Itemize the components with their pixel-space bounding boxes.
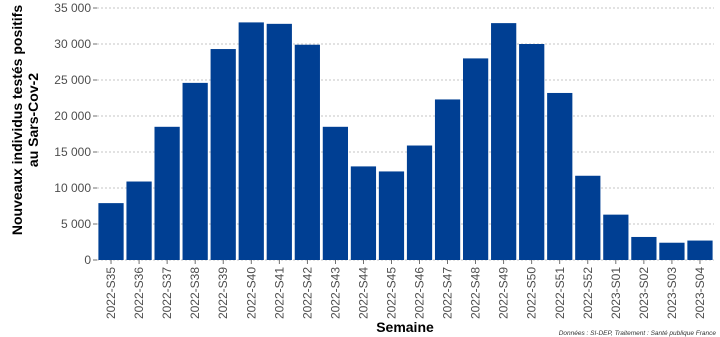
x-tick-label: 2023-S03 bbox=[665, 267, 679, 319]
y-tick-label: 30 000 bbox=[54, 37, 91, 51]
y-axis-ticks: 0 5 000 10 000 15 000 20 000 25 000 30 000 35 0… bbox=[54, 1, 97, 267]
x-tick-label: 2022-S47 bbox=[441, 267, 455, 319]
x-tick-label: 2022-S52 bbox=[581, 267, 595, 319]
bar bbox=[687, 240, 713, 260]
bar bbox=[126, 181, 152, 260]
y-tick-label: 20 000 bbox=[54, 109, 91, 123]
x-tick-label: 2022-S43 bbox=[328, 267, 342, 319]
bar bbox=[238, 22, 264, 261]
bar bbox=[266, 23, 292, 261]
x-tick-label: 2022-S45 bbox=[384, 267, 398, 319]
x-tick-label: 2022-S48 bbox=[469, 267, 483, 319]
bar bbox=[350, 166, 377, 260]
y-axis-title-line-2: au Sars-Cov-2 bbox=[25, 73, 41, 167]
y-tick-label: 35 000 bbox=[54, 1, 91, 15]
x-tick-label: 2022-S40 bbox=[244, 267, 258, 319]
x-tick-label: 2022-S50 bbox=[525, 267, 539, 319]
x-tick-label: 2022-S41 bbox=[272, 267, 286, 319]
y-axis-title-line-1: Nouveaux individus testés positifs bbox=[9, 5, 25, 235]
bar bbox=[659, 242, 685, 260]
y-tick-label: 5 000 bbox=[61, 217, 91, 231]
x-tick-label: 2022-S38 bbox=[188, 267, 202, 319]
bar bbox=[98, 203, 124, 260]
x-axis-ticks: 2022-S35 2022-S36 2022-S37 2022-S38 2022-S39… bbox=[104, 260, 707, 319]
x-tick-label: 2022-S42 bbox=[300, 267, 314, 319]
x-tick-label: 2022-S49 bbox=[497, 267, 511, 319]
x-tick-label: 2022-S36 bbox=[132, 267, 146, 319]
bar bbox=[322, 126, 349, 260]
x-tick-label: 2022-S35 bbox=[104, 267, 118, 319]
bar bbox=[294, 44, 320, 260]
bar bbox=[406, 145, 433, 260]
x-tick-label: 2023-S04 bbox=[693, 267, 707, 319]
x-tick-label: 2022-S39 bbox=[216, 267, 230, 319]
y-tick-label: 15 000 bbox=[54, 145, 91, 159]
source-caption: Données : SI-DEP, Traitement : Santé pub… bbox=[559, 330, 717, 337]
bar bbox=[434, 99, 461, 260]
bar bbox=[210, 49, 236, 260]
bar bbox=[154, 126, 180, 260]
x-tick-label: 2022-S51 bbox=[553, 267, 567, 319]
bar bbox=[491, 23, 517, 261]
bar bbox=[519, 44, 545, 260]
bar bbox=[631, 236, 657, 260]
gridlines bbox=[97, 7, 714, 261]
y-tick-label: 10 000 bbox=[54, 181, 91, 195]
x-tick-label: 2023-S02 bbox=[637, 267, 651, 319]
y-tick-label: 0 bbox=[84, 253, 91, 267]
bar bbox=[182, 82, 208, 260]
x-tick-label: 2022-S46 bbox=[413, 267, 427, 319]
bar bbox=[462, 58, 489, 261]
bars bbox=[98, 22, 713, 261]
x-tick-label: 2023-S01 bbox=[609, 267, 623, 319]
y-tick-label: 25 000 bbox=[54, 73, 91, 87]
x-axis-title: Semaine bbox=[376, 319, 434, 335]
bar bbox=[378, 171, 405, 260]
bar bbox=[547, 92, 573, 261]
bar bbox=[603, 214, 629, 260]
x-tick-label: 2022-S44 bbox=[356, 267, 370, 319]
bar bbox=[575, 175, 601, 260]
x-tick-label: 2022-S37 bbox=[160, 267, 174, 319]
